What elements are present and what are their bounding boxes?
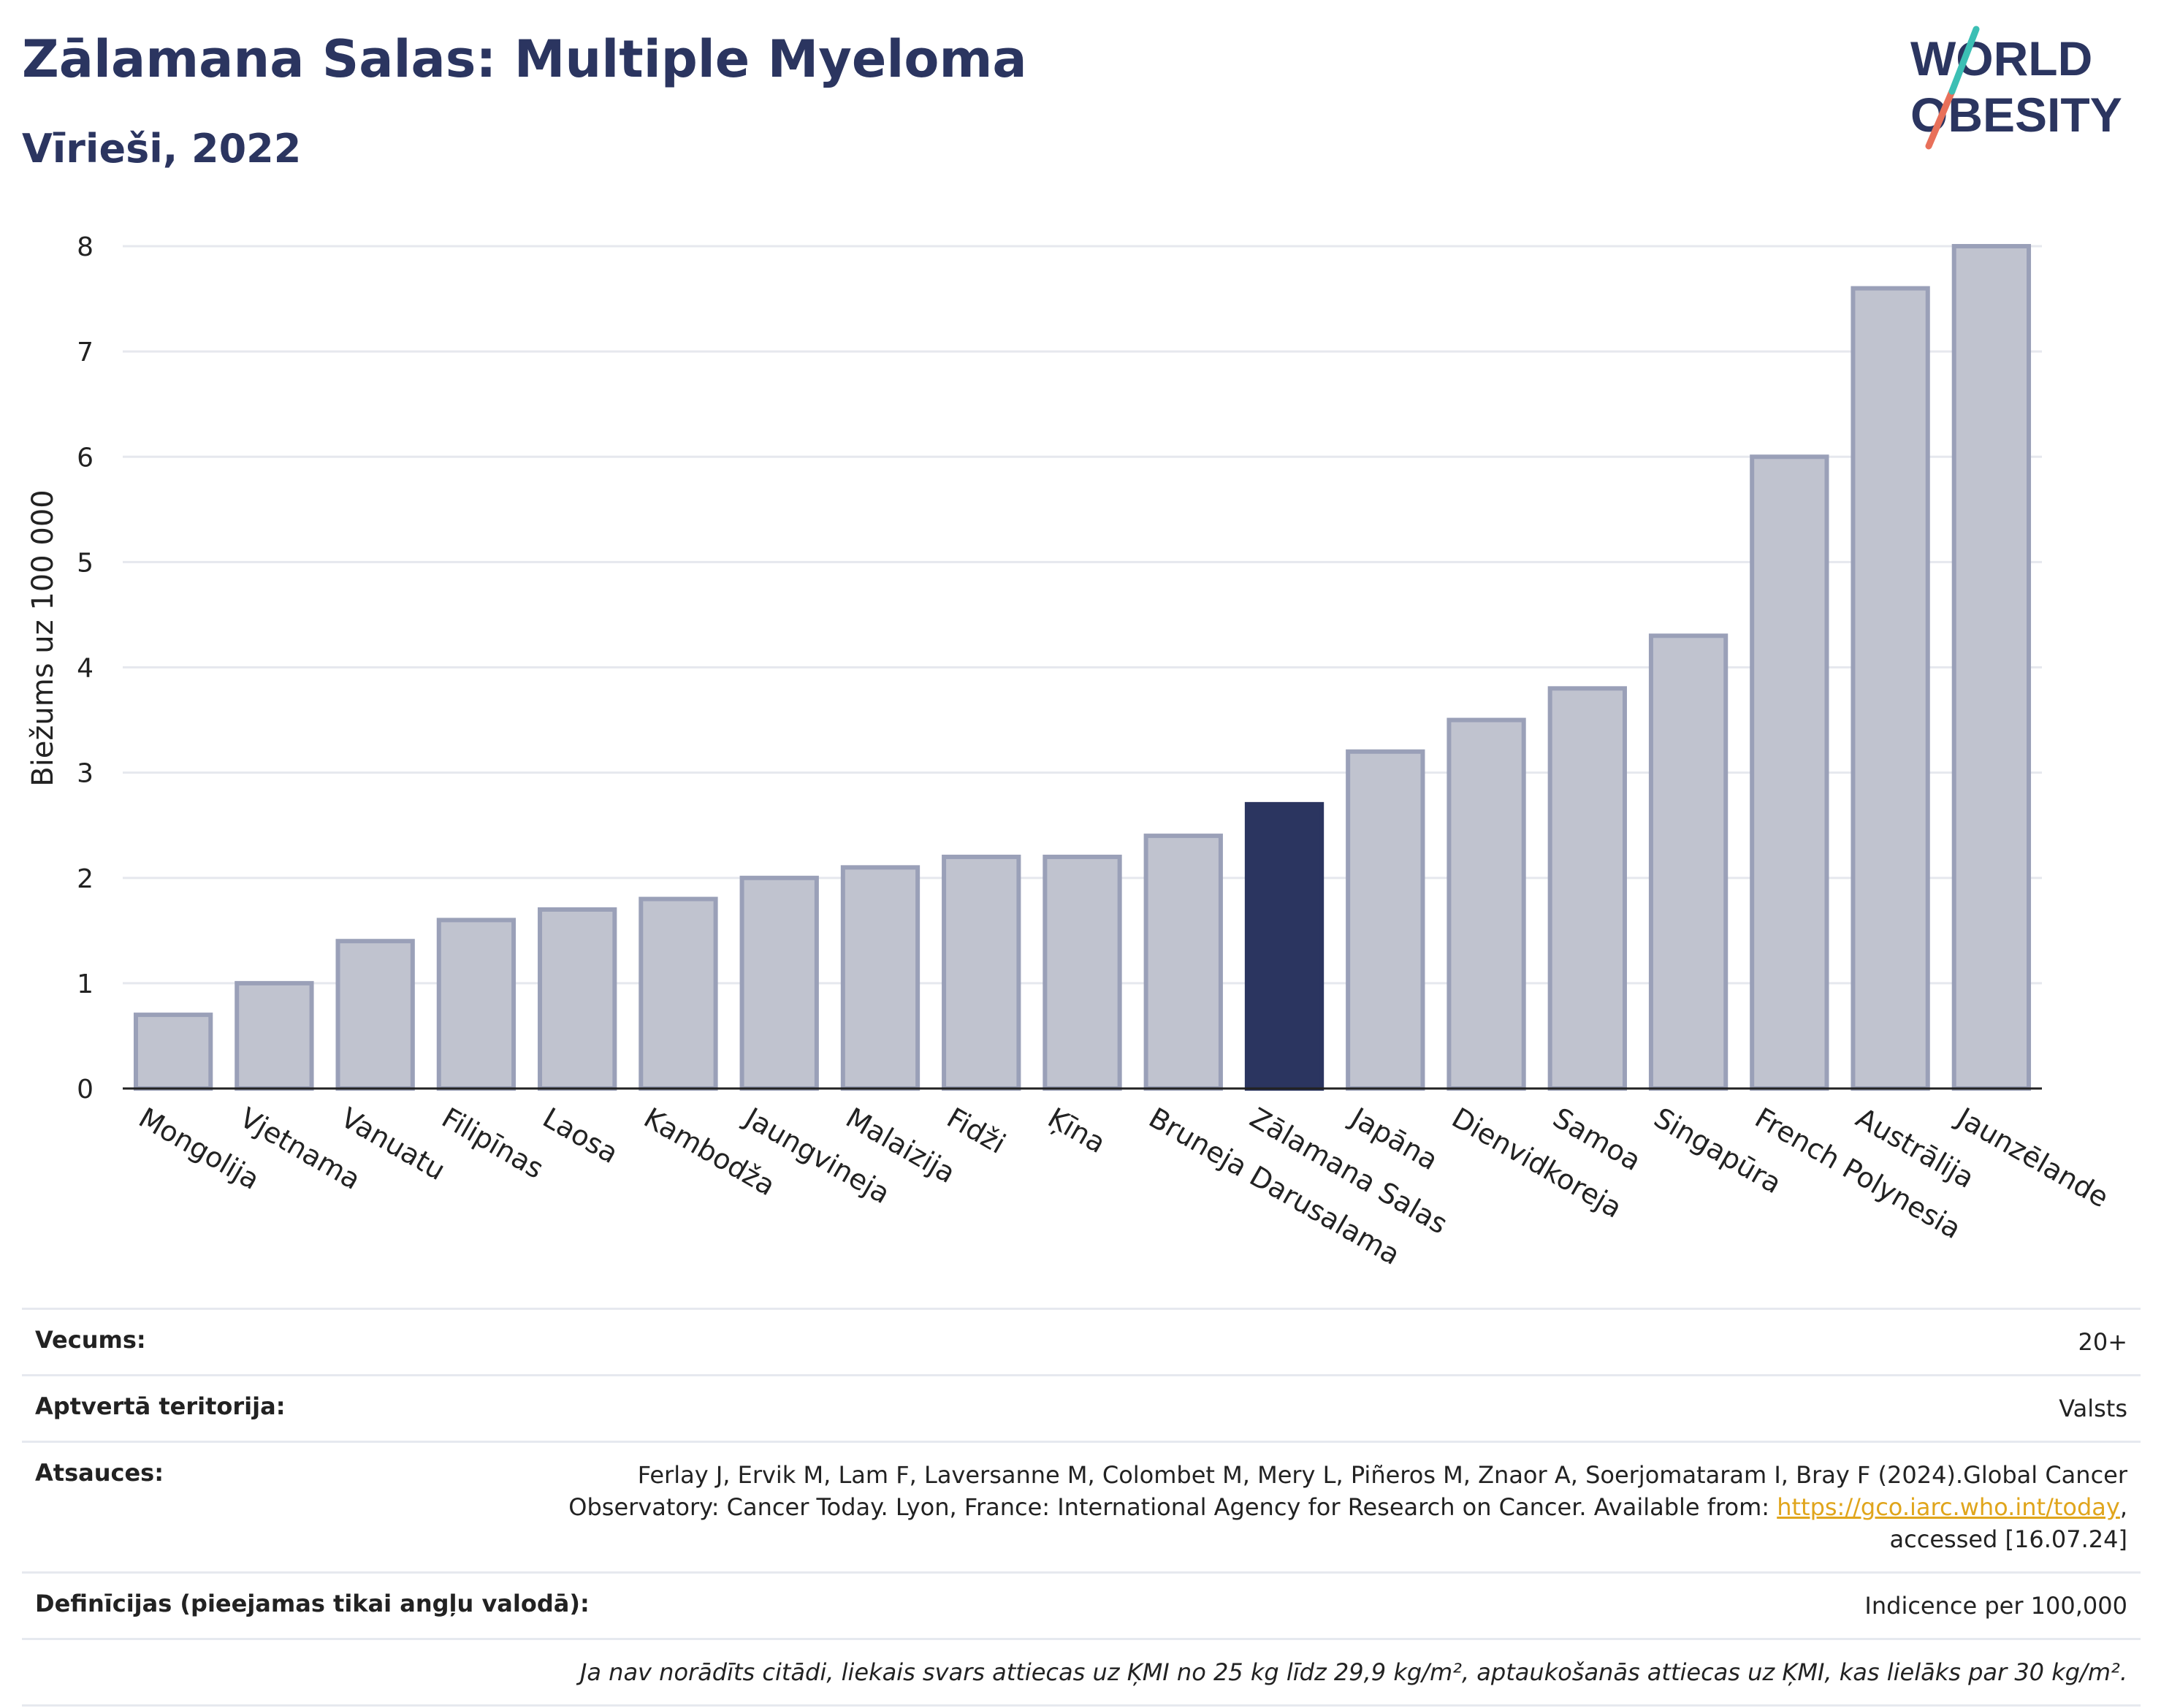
svg-text:WORLD: WORLD xyxy=(1910,31,2092,85)
bar-0 xyxy=(133,1013,213,1091)
territory-value: Valsts xyxy=(2059,1395,2127,1422)
age-value: 20+ xyxy=(2078,1328,2127,1356)
bar-5 xyxy=(639,896,718,1091)
bar-7 xyxy=(840,865,921,1091)
bar-14 xyxy=(1547,686,1627,1091)
x-tick-label: Fidži xyxy=(942,1102,1011,1160)
references-label: Atsauces: xyxy=(35,1459,164,1487)
bar-4 xyxy=(538,907,617,1091)
bar-17 xyxy=(1851,286,1930,1091)
footnote: Ja nav norādīts citādi, liekais svars at… xyxy=(579,1658,2127,1686)
definitions-value: Indicence per 100,000 xyxy=(1864,1592,2127,1620)
y-tick-label: 6 xyxy=(77,443,94,473)
page-title: Zālamana Salas: Multiple Myeloma xyxy=(22,29,1027,89)
x-tick-label: Filipīnas xyxy=(436,1102,549,1185)
x-tick-label: Jaunzēlande xyxy=(1951,1101,2114,1214)
bar-13 xyxy=(1447,717,1526,1091)
y-tick-label: 5 xyxy=(77,548,94,578)
svg-text:OBESITY: OBESITY xyxy=(1910,88,2122,142)
bar-3 xyxy=(436,918,517,1091)
references-text-2: Observatory: Cancer Today. Lyon, France:… xyxy=(568,1493,1777,1521)
references-text-4: accessed [16.07.24] xyxy=(1889,1525,2127,1553)
bar-18 xyxy=(1951,244,2032,1091)
bar-10 xyxy=(1143,834,1223,1091)
bar-16 xyxy=(1750,454,1829,1091)
page-subtitle: Vīrieši, 2022 xyxy=(22,126,302,172)
meta-row-territory: Aptvertā teritorija: Valsts xyxy=(22,1374,2141,1441)
meta-row-references: Atsauces: Ferlay J, Ervik M, Lam F, Lave… xyxy=(22,1441,2141,1571)
bar-15 xyxy=(1648,633,1729,1091)
references-value: Ferlay J, Ervik M, Lam F, Laversanne M, … xyxy=(568,1459,2127,1555)
definitions-label: Definīcijas (pieejamas tikai angļu valod… xyxy=(35,1590,590,1617)
meta-row-age: Vecums: 20+ xyxy=(22,1308,2141,1374)
age-label: Vecums: xyxy=(35,1326,146,1354)
y-tick-label: 3 xyxy=(77,759,94,789)
y-tick-label: 4 xyxy=(77,654,94,684)
y-tick-label: 7 xyxy=(77,338,94,367)
bar-11 xyxy=(1244,801,1325,1091)
metadata-table: Vecums: 20+ Aptvertā teritorija: Valsts … xyxy=(22,1308,2141,1707)
bar-12 xyxy=(1346,749,1425,1091)
y-tick-label: 1 xyxy=(77,969,94,999)
territory-label: Aptvertā teritorija: xyxy=(35,1392,286,1420)
bar-2 xyxy=(335,939,415,1091)
meta-row-definitions: Definīcijas (pieejamas tikai angļu valod… xyxy=(22,1571,2141,1638)
y-tick-label: 0 xyxy=(77,1075,94,1105)
x-tick-label: Ķīna xyxy=(1043,1102,1111,1160)
x-tick-label: Laosa xyxy=(538,1102,624,1170)
y-tick-label: 8 xyxy=(77,232,94,262)
bar-9 xyxy=(1043,854,1122,1091)
world-obesity-logo: WORLD OBESITY xyxy=(1910,26,2122,150)
y-axis-label: Biežums uz 100 000 xyxy=(26,489,60,787)
meta-row-note: Ja nav norādīts citādi, liekais svars at… xyxy=(22,1638,2141,1707)
bar-1 xyxy=(235,980,314,1091)
y-tick-label: 2 xyxy=(77,864,94,894)
references-text-3: , xyxy=(2119,1493,2127,1521)
bar-8 xyxy=(942,854,1021,1091)
references-text-1: Ferlay J, Ervik M, Lam F, Laversanne M, … xyxy=(637,1461,2127,1489)
references-link[interactable]: https://gco.iarc.who.int/today xyxy=(1777,1493,2120,1521)
x-tick-label: Dienvidkoreja xyxy=(1447,1102,1627,1224)
bar-6 xyxy=(739,875,819,1091)
